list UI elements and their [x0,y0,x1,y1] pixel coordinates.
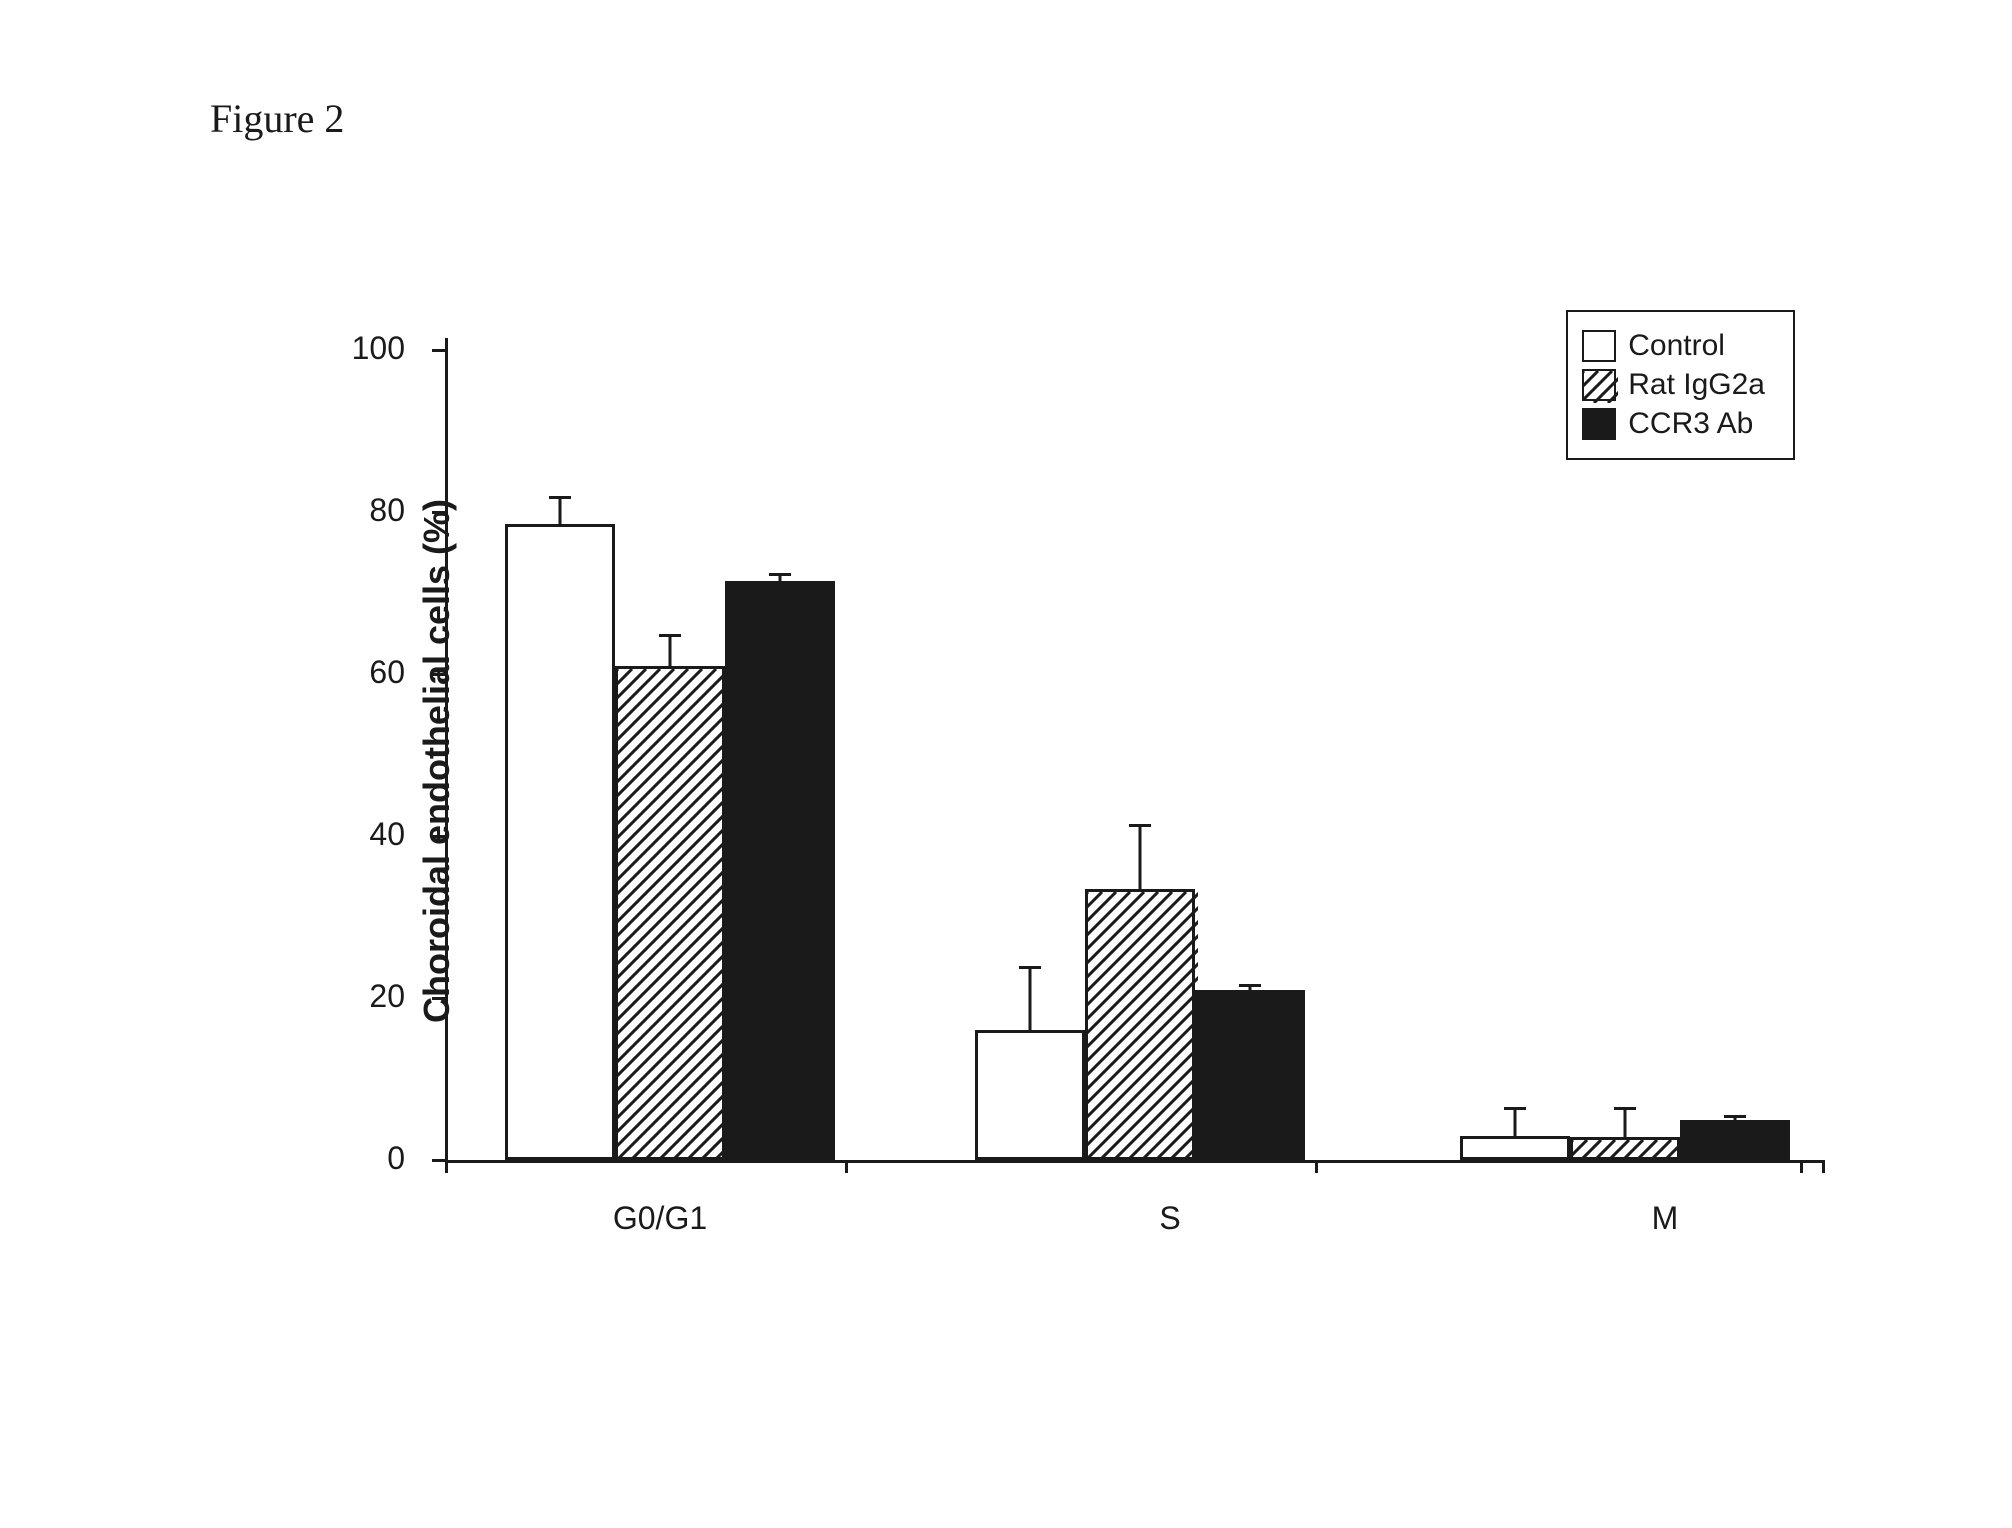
legend-item-control: Control [1582,329,1765,363]
y-tick-label: 20 [305,978,405,1015]
x-tick [1800,1160,1803,1173]
legend-label: Control [1628,329,1725,363]
y-tick [432,997,445,1000]
y-tick-label: 80 [305,492,405,529]
legend-swatch-hatch [1582,369,1616,401]
bar [615,666,725,1160]
legend-swatch-white [1582,330,1616,362]
y-tick-label: 60 [305,654,405,691]
figure-label: Figure 2 [210,95,344,142]
error-bar [769,573,791,581]
legend-label: CCR3 Ab [1628,407,1753,441]
error-bar [1724,1115,1746,1120]
bar [975,1030,1085,1160]
plot-area [445,350,1825,1160]
bar [725,581,835,1160]
bar [1460,1136,1570,1160]
x-tick [845,1160,848,1173]
error-bar [659,634,681,666]
legend-label: Rat IgG2a [1628,368,1765,402]
x-category-label: G0/G1 [600,1200,720,1237]
error-bar [549,496,571,524]
legend-item-ccr3ab: CCR3 Ab [1582,407,1765,441]
error-bar [1614,1107,1636,1137]
y-tick [432,673,445,676]
legend-swatch-black [1582,408,1616,440]
y-tick [432,835,445,838]
y-tick [432,349,445,352]
x-tick [1315,1160,1318,1173]
error-bar [1239,984,1261,990]
y-tick [432,511,445,514]
bar [1085,889,1195,1160]
y-tick-label: 40 [305,816,405,853]
bar-chart: Choroidal endothelial cells (%) Control … [295,290,1825,1340]
legend: Control Rat IgG2a CCR3 Ab [1566,310,1795,460]
bar [1570,1137,1680,1160]
x-axis [445,1160,1825,1163]
y-tick [432,1159,445,1162]
x-category-label: M [1605,1200,1725,1237]
legend-item-ratigg2a: Rat IgG2a [1582,368,1765,402]
error-bar [1504,1107,1526,1135]
x-category-label: S [1110,1200,1230,1237]
x-tick [1822,1160,1825,1173]
y-tick-label: 0 [305,1140,405,1177]
y-tick-label: 100 [305,330,405,367]
bar [505,524,615,1160]
bar [1195,990,1305,1160]
bar [1680,1120,1790,1161]
error-bar [1129,824,1151,889]
error-bar [1019,966,1041,1031]
